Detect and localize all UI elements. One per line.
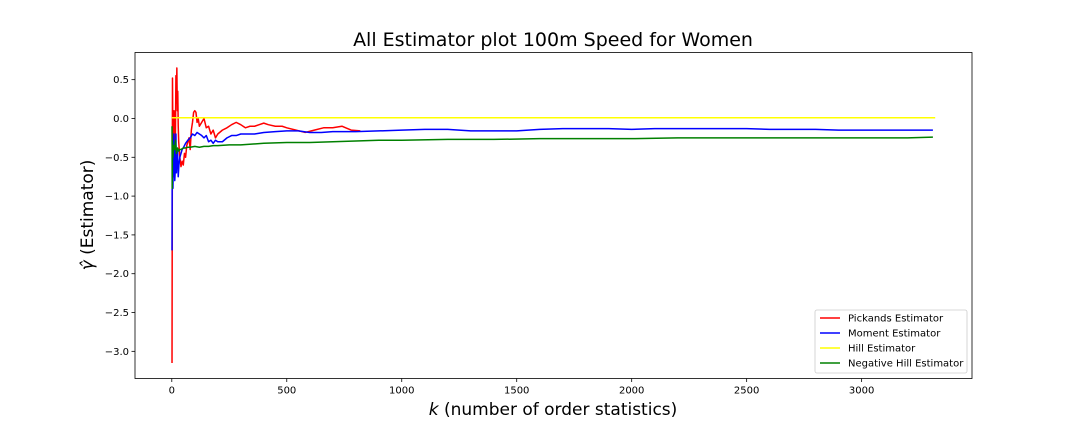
x-tick-label: 1500	[504, 386, 529, 397]
legend-box	[814, 309, 968, 374]
y-tick-label: 0.5	[113, 75, 129, 86]
y-axis-ticks: 0.5 0.0 −0.5 −1.0 −1.5 −2.0 −2.5 −3.0	[105, 75, 135, 358]
x-axis-label-text: (number of order statistics)	[439, 400, 678, 420]
x-axis-label: k (number of order statistics)	[429, 400, 678, 420]
axes-frame	[134, 52, 973, 379]
plot-area	[134, 52, 973, 379]
legend-label: Moment Estimator	[848, 329, 941, 340]
y-tick-label: −1.5	[105, 230, 129, 241]
series-line-negative-hill-estimator	[171, 126, 933, 190]
series-layer	[171, 67, 936, 363]
x-tick-label: 1000	[389, 386, 414, 397]
x-tick-label: 2500	[734, 386, 759, 397]
y-tick-label: 0.0	[113, 114, 129, 125]
legend-label: Hill Estimator	[848, 344, 916, 355]
y-tick-label: −2.5	[105, 308, 129, 319]
x-tick-label: 2000	[619, 386, 644, 397]
series-line-pickands-estimator	[171, 67, 361, 363]
y-tick-label: −2.0	[105, 269, 129, 280]
x-axis-ticks: 0 500 1000 1500 2000 2500 3000	[169, 378, 874, 397]
legend-label: Pickands Estimator	[848, 314, 944, 325]
y-axis-label: γ̂ (Estimator)	[78, 160, 98, 271]
chart-title: All Estimator plot 100m Speed for Women	[353, 29, 753, 51]
legend: Pickands Estimator Moment Estimator Hill E…	[814, 309, 968, 374]
x-tick-label: 0	[169, 386, 175, 397]
y-axis-label-text: (Estimator)	[78, 160, 98, 261]
y-tick-label: −0.5	[105, 153, 129, 164]
series-line-moment-estimator	[171, 127, 933, 251]
x-tick-label: 500	[277, 386, 296, 397]
x-tick-label: 3000	[849, 386, 874, 397]
legend-label: Negative Hill Estimator	[848, 359, 964, 370]
y-axis-label-symbol: γ̂	[78, 259, 98, 270]
y-tick-label: −1.0	[105, 192, 129, 203]
x-axis-label-variable: k	[429, 400, 440, 420]
y-tick-label: −3.0	[105, 347, 129, 358]
